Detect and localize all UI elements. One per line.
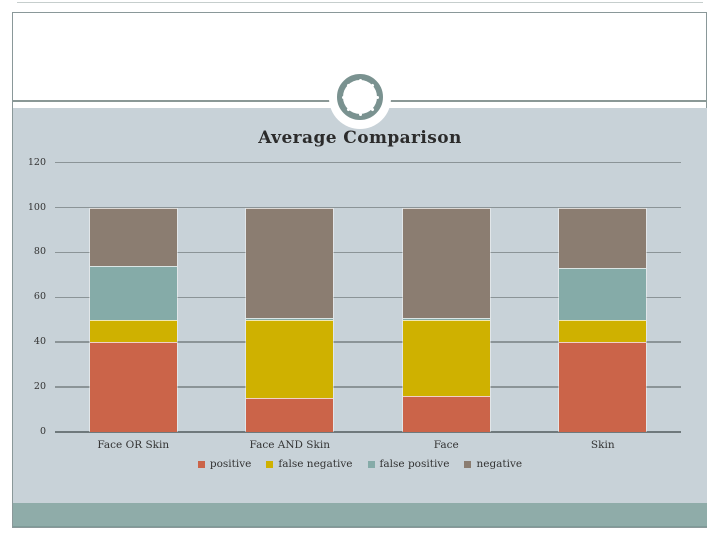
y-tick-label: 80 — [33, 246, 46, 258]
legend-swatch-negative — [464, 460, 472, 468]
ornament-tick — [369, 106, 375, 112]
bar-face — [401, 207, 491, 432]
bar-segment-negative — [559, 207, 647, 269]
top-hairline — [17, 2, 703, 3]
x-axis-line — [55, 431, 681, 433]
bar-segment-false-positive — [246, 317, 334, 320]
gridline — [55, 206, 681, 209]
legend-label: false positive — [379, 458, 450, 470]
y-tick-label: 60 — [33, 291, 46, 303]
bar-segment-false-negative — [402, 319, 490, 397]
ornament-tick — [375, 95, 379, 99]
bar-segment-positive — [559, 342, 647, 432]
bar-segment-false-negative — [246, 319, 334, 399]
legend-label: negative — [476, 458, 523, 470]
gridline — [55, 251, 681, 254]
gridline — [55, 296, 681, 299]
ornament-tick — [369, 82, 375, 88]
bar-segment-negative — [246, 207, 334, 318]
legend-swatch-false-positive — [367, 460, 375, 468]
bar-segment-positive — [402, 396, 490, 432]
category-label: Skin — [590, 439, 615, 451]
ornament-tick — [345, 82, 351, 88]
legend-item-false-negative: false negative — [266, 458, 353, 470]
gridline — [55, 161, 681, 164]
ornament-tick — [358, 112, 362, 116]
y-tick-label: 0 — [39, 426, 46, 437]
bar-segment-false-positive — [402, 317, 490, 320]
legend-item-negative: negative — [464, 458, 522, 470]
bar-segment-false-positive — [559, 268, 647, 320]
legend-item-false-positive: false positive — [367, 458, 450, 470]
gridline — [55, 386, 681, 388]
circle-ornament-icon — [337, 74, 383, 120]
category-label: Face OR Skin — [97, 439, 170, 451]
chart-legend: positive false negative false positive n… — [13, 456, 707, 472]
y-tick-label: 120 — [27, 156, 46, 168]
category-label: Face — [433, 439, 459, 451]
chart-title: Average Comparison — [258, 128, 462, 148]
bar-face-and-skin — [245, 207, 335, 432]
y-tick-label: 20 — [33, 381, 46, 393]
gridline — [55, 341, 681, 343]
bar-skin — [558, 207, 648, 432]
ornament-tick — [358, 78, 362, 82]
legend-label: positive — [209, 458, 252, 470]
ornament-tick — [345, 106, 351, 112]
bar-segment-false-positive — [89, 265, 177, 320]
ornament-tick — [341, 95, 345, 99]
bar-segment-false-negative — [89, 319, 177, 343]
category-label: Face AND Skin — [249, 439, 330, 451]
bar-segment-negative — [89, 207, 177, 266]
legend-item-positive: positive — [197, 458, 252, 470]
y-tick-label: 100 — [27, 201, 46, 213]
bar-face-or-skin — [88, 207, 178, 432]
bar-segment-positive — [89, 342, 177, 432]
legend-swatch-false-negative — [266, 460, 274, 468]
bar-segment-false-negative — [559, 319, 647, 343]
legend-label: false negative — [278, 458, 353, 470]
bottom-accent-band — [13, 503, 707, 527]
y-tick-label: 40 — [33, 336, 46, 348]
bar-segment-positive — [246, 398, 334, 432]
bar-segment-negative — [402, 207, 490, 318]
legend-swatch-positive — [197, 460, 205, 468]
